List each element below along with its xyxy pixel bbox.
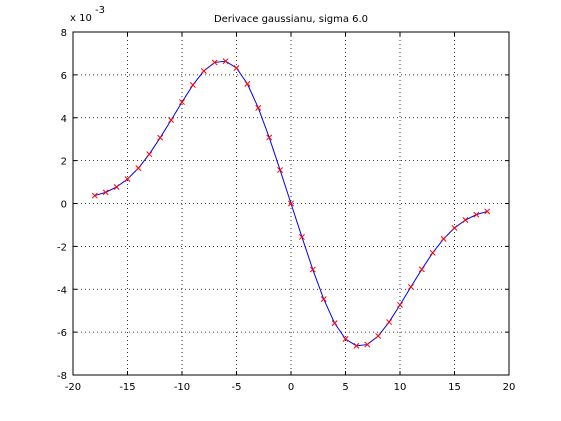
data-point-marker [451,224,458,231]
y-tick-label: 8 [61,28,67,39]
data-point-marker [440,235,447,242]
data-point-marker [189,81,196,88]
data-point-marker [135,165,142,172]
x-tick-label: -5 [232,382,242,393]
data-point-marker [102,189,109,196]
series-layer [91,58,491,349]
data-point-marker [266,134,273,141]
data-point-marker [473,211,480,218]
data-point-marker [462,217,469,223]
x-tick-label: 15 [448,382,461,393]
data-point-marker [255,104,262,111]
data-point-marker [157,134,164,141]
data-point-marker [200,68,207,74]
x-tick-label: 0 [288,382,294,393]
x-tick-label: -15 [119,382,135,393]
data-point-marker [91,192,98,199]
data-point-marker [429,249,436,256]
data-point-marker [364,341,371,348]
y-tick-label: 4 [61,114,67,125]
y-tick-label: 6 [61,71,67,82]
data-point-marker [298,233,305,240]
data-point-marker [331,320,338,327]
data-point-marker [277,167,284,174]
data-point-marker [124,176,131,183]
data-point-marker [179,99,185,106]
data-point-marker [418,266,425,273]
y-tick-label: -8 [57,371,67,382]
data-point-marker [211,59,218,66]
data-point-marker [353,342,360,349]
y-tick-label: -4 [57,285,67,296]
data-point-marker [244,80,251,87]
data-point-marker [288,200,294,207]
data-point-marker [222,58,229,65]
x-tick-label: -20 [65,382,81,393]
data-point-marker [233,65,240,71]
data-point-marker [386,319,393,326]
data-point-marker [320,296,327,303]
y-exponent-base: x 10 [70,13,92,24]
x-tick-label: 5 [342,382,348,393]
x-tick-label: 10 [394,382,407,393]
data-point-marker [146,151,153,158]
y-tick-label: -6 [57,328,67,339]
chart-title: Derivace gaussianu, sigma 6.0 [214,14,368,25]
data-point-marker [407,283,414,290]
y-tick-label: -2 [57,242,67,253]
data-point-marker [484,208,491,215]
data-point-marker [375,333,382,339]
x-tick-label: -10 [174,382,190,393]
y-tick-label: 0 [61,200,67,211]
x-tick-label: 20 [503,382,516,393]
y-exponent-power: -3 [95,5,105,16]
data-point-marker [113,184,120,190]
data-point-marker [397,301,403,308]
grid [73,32,509,375]
y-tick-label: 2 [61,157,67,168]
data-point-marker [168,117,175,124]
data-point-marker [309,266,316,273]
data-point-marker [342,336,349,342]
